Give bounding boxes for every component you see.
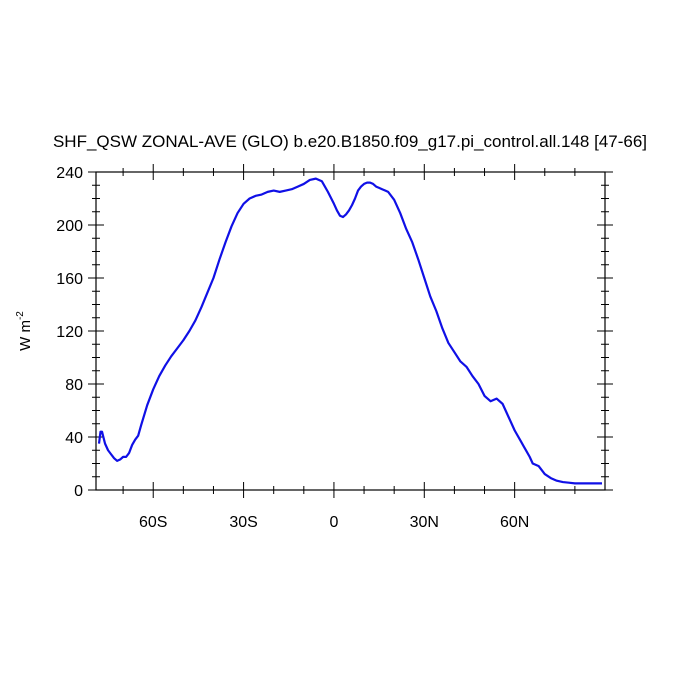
y-tick-label: 200 [56, 218, 83, 235]
axis-tick-labels: 0 40 80 120 160 200 240 60S 30S 0 30N 60N [56, 165, 529, 531]
svg-text:W m-2: W m-2 [15, 311, 34, 351]
y-tick-label: 80 [65, 377, 83, 394]
axis-ticks [88, 164, 613, 498]
data-series [97, 177, 602, 485]
y-axis-label: W m-2 [15, 311, 34, 351]
y-axis-label-base: W m [17, 320, 34, 351]
x-tick-label: 0 [329, 514, 338, 531]
chart-title: SHF_QSW ZONAL-AVE (GLO) b.e20.B1850.f09_… [53, 132, 647, 151]
series-line [97, 177, 602, 485]
x-tick-label: 30N [410, 514, 439, 531]
y-tick-label: 160 [56, 271, 83, 288]
y-tick-label: 0 [74, 483, 83, 500]
y-tick-label: 40 [65, 430, 83, 447]
y-tick-label: 120 [56, 324, 83, 341]
x-tick-label: 60S [139, 514, 167, 531]
x-tick-label: 60N [500, 514, 529, 531]
x-tick-label: 30S [229, 514, 257, 531]
y-axis-label-exponent: -2 [15, 311, 26, 320]
plot-frame [95, 171, 606, 491]
y-tick-label: 240 [56, 165, 83, 182]
